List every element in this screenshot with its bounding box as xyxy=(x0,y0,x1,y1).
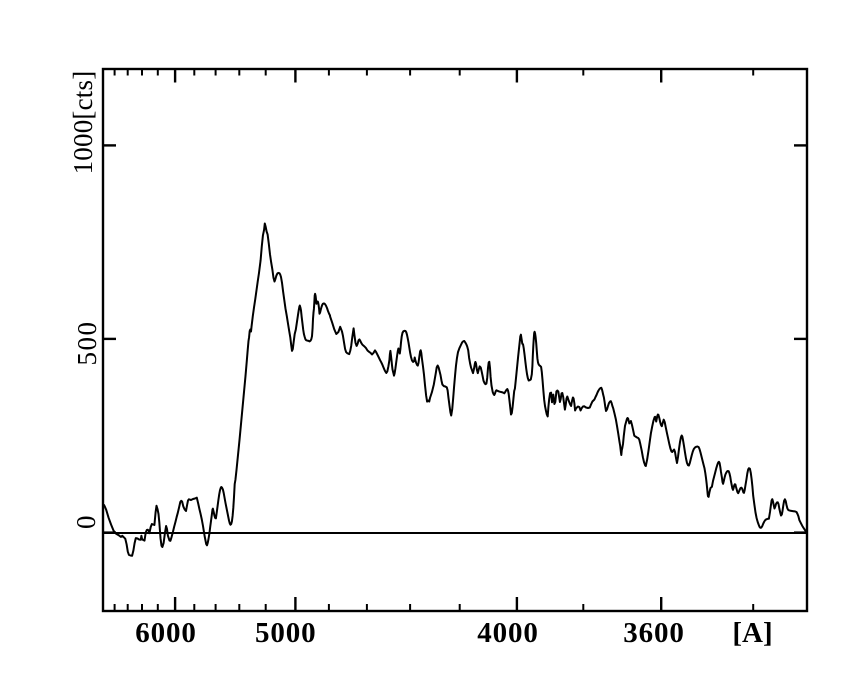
svg-text:6000: 6000 xyxy=(135,617,197,649)
svg-text:3600: 3600 xyxy=(623,617,685,649)
svg-text:[A]: [A] xyxy=(732,617,772,649)
svg-text:5000: 5000 xyxy=(255,617,317,649)
svg-text:1000[cts]: 1000[cts] xyxy=(68,71,98,175)
svg-text:4000: 4000 xyxy=(477,617,539,649)
svg-text:500: 500 xyxy=(72,321,102,366)
svg-text:0: 0 xyxy=(71,516,101,530)
